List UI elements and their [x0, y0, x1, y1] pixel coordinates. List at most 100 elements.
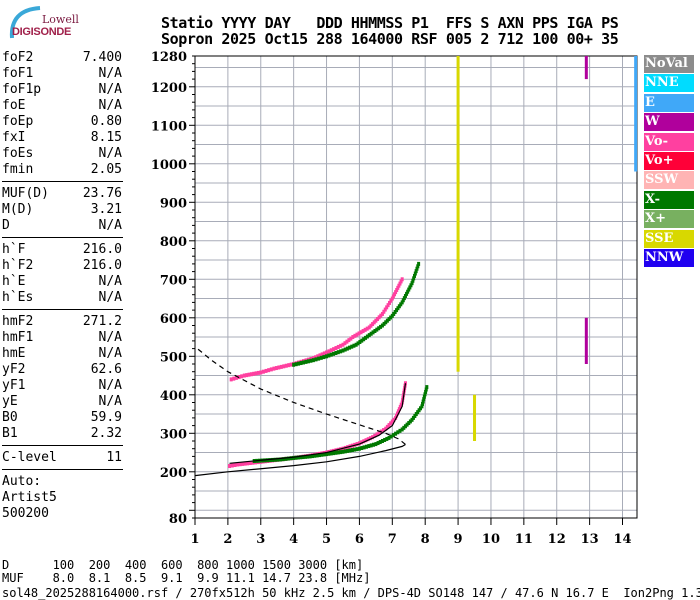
- trace-point-x-: [391, 433, 395, 438]
- trace-point-vo-: [327, 349, 331, 354]
- trace-point-x-: [402, 425, 406, 430]
- trace-point-vo-: [243, 461, 247, 466]
- header-labels: Statio YYYY DAY DDD HHMMSS P1 FFS S AXN …: [161, 14, 619, 32]
- trace-point-vo-: [391, 294, 395, 299]
- trace-point-x-: [362, 337, 366, 342]
- legend-w: W: [644, 113, 694, 132]
- trace-point-vo-: [396, 409, 400, 414]
- trace-point-x-: [400, 427, 404, 432]
- param-label: h`F: [2, 242, 26, 257]
- trace-point-vo-: [387, 423, 391, 428]
- trace-point-x-: [424, 389, 428, 394]
- trace-point-vo-: [389, 421, 393, 426]
- trace-point-x-: [327, 451, 331, 456]
- trace-point-vo-: [395, 411, 399, 416]
- trace-point-x-: [334, 450, 338, 455]
- trace-point-x-: [398, 428, 402, 433]
- trace-point-vo-: [399, 402, 403, 407]
- trace-point-e: [634, 56, 638, 172]
- trace-point-w: [584, 317, 588, 364]
- trace-point-x-: [413, 273, 417, 278]
- trace-point-x-: [311, 358, 315, 363]
- trace-point-x-: [315, 453, 319, 458]
- param-value: N/A: [98, 394, 122, 409]
- trace-point-x-: [339, 450, 343, 455]
- trace-point-vo-: [383, 307, 387, 312]
- param-value: 2.05: [90, 162, 122, 177]
- trace-point-x-: [353, 447, 357, 452]
- trace-point-vo-: [316, 354, 320, 359]
- param-value: 216.0: [82, 258, 122, 273]
- trace-point-vo-: [252, 371, 256, 376]
- param-label: M(D): [2, 202, 34, 217]
- trace-point-vo-: [379, 313, 383, 318]
- trace-point-vo-: [269, 367, 273, 372]
- y-tick-label: 1100: [151, 119, 187, 134]
- param-b1: B1 2.32: [2, 426, 122, 442]
- trace-point-vo-: [380, 311, 384, 316]
- trace-point-vo-: [238, 462, 242, 467]
- param-label: C-level: [2, 450, 57, 465]
- trace-point-x-: [317, 453, 321, 458]
- model-o-trace: [229, 383, 407, 464]
- divider: [2, 181, 123, 182]
- trace-point-x-: [421, 401, 425, 406]
- profile-extrapolation: [194, 346, 406, 445]
- x-tick-label: 8: [421, 532, 430, 547]
- trace-point-x-: [336, 450, 340, 455]
- y-tick-label: 200: [160, 466, 187, 481]
- trace-point-vo-: [371, 435, 375, 440]
- logo-text-digisonde: DIGISONDE: [12, 26, 72, 38]
- y-tick-label: 400: [160, 389, 187, 404]
- trace-point-x-: [271, 457, 275, 462]
- trace-point-x-: [374, 442, 378, 447]
- trace-point-vo-: [349, 336, 353, 341]
- trace-point-x-: [420, 404, 424, 409]
- trace-point-vo-: [377, 430, 381, 435]
- trace-point-x-: [334, 351, 338, 355]
- trace-point-x-: [382, 321, 386, 326]
- autoscaler-info: 500200: [2, 506, 49, 521]
- trace-point-vo-: [345, 339, 349, 344]
- param-label: foF1: [2, 66, 34, 81]
- trace-point-x-: [310, 454, 314, 459]
- param-yf1: yF1 N/A: [2, 378, 122, 394]
- trace-point-x-: [360, 446, 364, 451]
- trace-point-x-: [325, 452, 329, 457]
- trace-point-vo-: [373, 433, 377, 438]
- legend-noval: NoVal: [644, 55, 694, 73]
- trace-point-vo-: [394, 290, 398, 295]
- legend-sse: SSE: [644, 229, 694, 248]
- legend-vo-minus: Vo-: [644, 132, 694, 151]
- param-b0: B0 59.9: [2, 410, 122, 426]
- trace-point-vo-: [267, 368, 271, 373]
- trace-point-x-: [356, 341, 360, 346]
- trace-point-x-: [346, 448, 350, 453]
- trace-point-x-: [322, 452, 326, 457]
- param-label: yF1: [2, 378, 26, 393]
- trace-point-x-: [385, 436, 389, 441]
- x-tick-label: 2: [223, 532, 232, 547]
- param-hme: hmE N/A: [2, 346, 122, 362]
- param-foep: foEp 0.80: [2, 114, 122, 130]
- trace-point-x-: [350, 448, 354, 453]
- trace-point-x-: [279, 457, 282, 462]
- trace-point-x-: [372, 442, 376, 447]
- trace-point-vo-: [242, 373, 246, 378]
- trace-point-vo-: [332, 347, 336, 352]
- param-label: hmF1: [2, 330, 34, 345]
- param-foes: foEs N/A: [2, 146, 122, 162]
- trace-point-vo-: [364, 438, 368, 443]
- param-value: N/A: [98, 274, 122, 289]
- trace-point-sse: [473, 394, 477, 441]
- trace-point-vo-: [395, 413, 399, 418]
- trace-point-vo-: [365, 326, 369, 331]
- trace-point-vo-: [351, 335, 355, 340]
- trace-point-vo-: [399, 279, 403, 284]
- trace-point-x-: [400, 300, 404, 305]
- trace-point-vo-: [398, 404, 402, 409]
- trace-point-vo-: [318, 353, 322, 358]
- trace-point-x-: [396, 430, 400, 435]
- param-value: 7.400: [82, 50, 122, 65]
- trace-point-x-: [350, 344, 354, 349]
